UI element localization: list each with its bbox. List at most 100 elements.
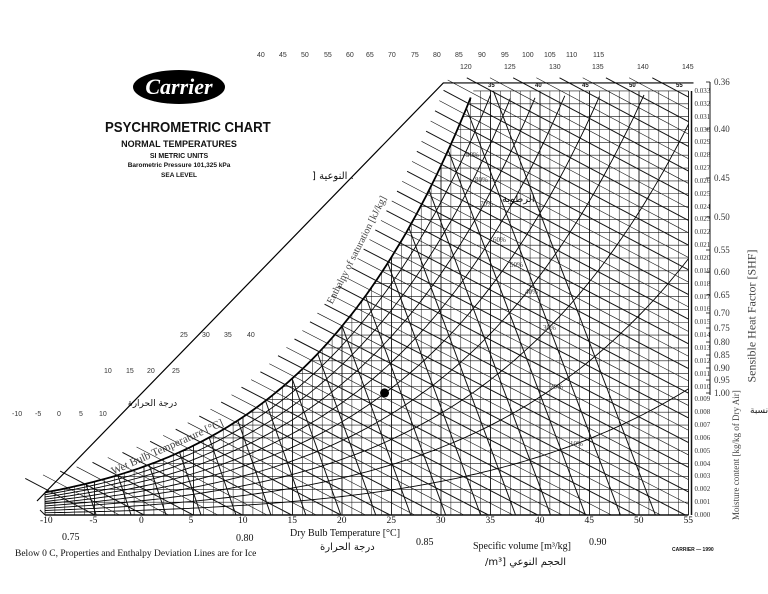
top-temperature-label: 35: [488, 83, 495, 89]
y-tick-label: 0.025: [694, 189, 711, 198]
wet-bulb-scale-label: 15: [126, 368, 134, 375]
enthalpy-line: [260, 371, 538, 516]
y-tick-label: 0.027: [694, 164, 711, 173]
enthalpy-line: [351, 267, 689, 444]
enthalpy-line: [294, 338, 637, 516]
enthalpy-line: [107, 457, 218, 516]
top-temperature-label: 40: [535, 83, 542, 89]
enthalpy-line: [59, 470, 145, 516]
specific-volume-line: [447, 150, 586, 516]
specific-volume-line: [179, 452, 202, 516]
y-tick-label: 0.002: [694, 485, 711, 494]
enthalpy-line: [149, 440, 292, 516]
rh-curve: [44, 258, 689, 511]
x-tick-label: 40: [535, 516, 545, 526]
y-tick-label: 0.009: [694, 395, 711, 404]
specific-volume-line: [85, 483, 97, 516]
y-tick-label: 0.024: [694, 202, 711, 211]
enthalpy-scale-label: 70: [388, 52, 396, 59]
top-temperature-label: 55: [676, 83, 683, 89]
enthalpy-line: [406, 170, 689, 320]
shf-tick-label: 0.75: [714, 323, 730, 333]
arabic-specific-volume: الحجم النوعي [m³/: [485, 557, 567, 568]
y-tick-label: 0.030: [694, 125, 711, 134]
shf-axis-label: Sensible Heat Factor [SHF]: [744, 249, 759, 383]
y-tick-label: 0.028: [694, 151, 711, 160]
enthalpy-line: [136, 446, 268, 516]
specific-volume-label: Specific volume [m³/kg]: [473, 541, 571, 552]
x-tick-label: 30: [436, 516, 446, 526]
enthalpy-scale-label: 80: [433, 52, 441, 59]
enthalpy-scale-label: 40: [257, 52, 265, 59]
rh-label: 60%: [493, 236, 506, 244]
enthalpy-scale-label: 130: [549, 64, 561, 71]
chart-title: PSYCHROMETRIC CHART: [105, 119, 271, 136]
enthalpy-line: [416, 150, 689, 295]
y-tick-label: 0.015: [694, 318, 711, 327]
specific-volume-line: [317, 353, 377, 516]
enthalpy-line: [357, 258, 689, 431]
specific-volume-line: [387, 262, 482, 516]
shf-tick-label: 0.40: [714, 124, 730, 134]
x-tick-label: 10: [238, 516, 248, 526]
y-tick-label: 0.033: [694, 86, 711, 95]
rh-curve: [45, 388, 689, 514]
shf-tick-label: 0.45: [714, 173, 730, 183]
enthalpy-line: [582, 77, 689, 135]
shf-tick-label: 0.50: [714, 212, 730, 222]
arabic-temperature-bottom: درجة الحرارة: [320, 542, 375, 553]
shf-tick-label: 0.95: [714, 375, 730, 385]
y-tick-label: 0.013: [694, 343, 711, 352]
rh-curve: [44, 98, 511, 498]
shf-tick-label: 0.36: [714, 77, 730, 87]
shf-tick-label: 0.65: [714, 290, 730, 300]
wet-bulb-scale-label: 40: [247, 332, 255, 339]
specific-volume-value: 0.90: [589, 537, 607, 548]
shf-tick-label: 0.55: [714, 245, 730, 255]
y-tick-label: 0.003: [694, 472, 711, 481]
y-tick-label: 0.010: [694, 382, 711, 391]
rh-label: 90%: [466, 151, 479, 159]
y-tick-label: 0.026: [694, 176, 711, 185]
enthalpy-scale-label: 120: [460, 64, 472, 71]
enthalpy-line: [286, 347, 612, 516]
enthalpy-scale-line: [36, 82, 694, 502]
enthalpy-scale-label: 105: [544, 52, 556, 59]
enthalpy-line: [559, 77, 689, 147]
enthalpy-line: [536, 77, 689, 160]
specific-volume-line: [237, 420, 272, 516]
rh-label: 20%: [550, 383, 563, 391]
rh-label: 10%: [570, 440, 583, 448]
enthalpy-scale-label: 50: [301, 52, 309, 59]
y-tick-label: 0.000: [694, 511, 711, 519]
enthalpy-line: [396, 190, 689, 345]
enthalpy-line: [421, 141, 689, 283]
wet-bulb-scale-label: 25: [172, 368, 180, 375]
x-tick-label: 45: [584, 516, 595, 526]
enthalpy-line: [241, 386, 489, 516]
enthalpy-scale-label: 65: [366, 52, 374, 59]
rh-label: 30%: [543, 324, 556, 332]
enthalpy-line: [220, 401, 440, 516]
y-tick-label: 0.006: [694, 433, 711, 442]
enthalpy-line: [391, 200, 689, 357]
enthalpy-line: [199, 415, 391, 516]
enthalpy-line: [434, 110, 689, 246]
enthalpy-scale-label: 95: [501, 52, 509, 59]
specific-volume-value: 0.85: [416, 537, 434, 548]
wet-bulb-scale-label: 35: [224, 332, 232, 339]
rh-label: 70%: [480, 200, 493, 208]
wet-bulb-scale-label: 0: [57, 411, 61, 418]
arabic-specific: . النوعية [: [312, 171, 354, 182]
footer-note: Below 0 C, Properties and Enthalpy Devia…: [15, 549, 257, 559]
wet-bulb-scale-label: -10: [12, 411, 23, 418]
top-temperature-label: 50: [629, 83, 636, 89]
wet-bulb-scale-label: 10: [99, 411, 107, 418]
marked-point: [380, 388, 390, 398]
enthalpy-line: [175, 428, 342, 516]
arabic-ratio: نسبة: [750, 406, 768, 416]
enthalpy-scale-label: 145: [682, 64, 694, 71]
enthalpy-scale-label: 140: [637, 64, 649, 71]
enthalpy-line: [231, 394, 464, 516]
specific-volume-value: 0.80: [236, 533, 254, 544]
